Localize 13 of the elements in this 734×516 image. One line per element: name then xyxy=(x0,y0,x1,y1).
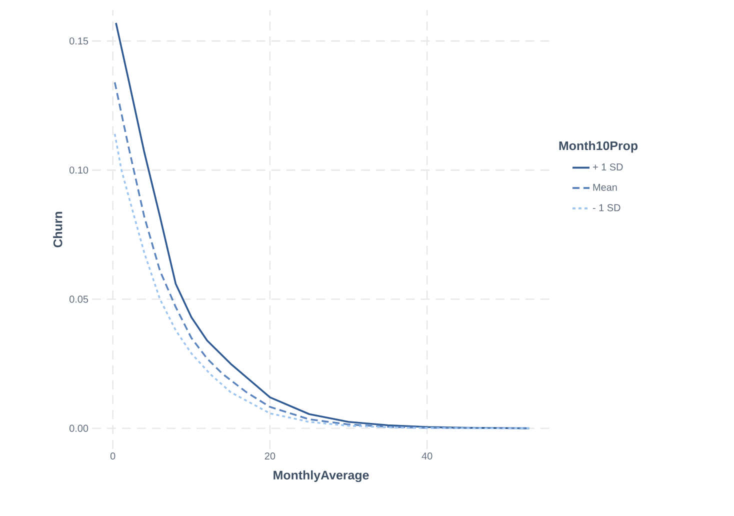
x-axis-title: MonthlyAverage xyxy=(274,470,369,482)
legend-title: Month10Prop xyxy=(559,140,638,153)
x-tick-label: 0 xyxy=(110,452,116,460)
x-tick-label: 20 xyxy=(264,452,276,460)
y-tick-label: 0.10 xyxy=(69,166,88,174)
y-tick-label: 0.05 xyxy=(69,296,88,303)
y-tick-label: 0.15 xyxy=(69,37,88,44)
x-tick-label: 40 xyxy=(422,452,432,460)
legend-label: - 1 SD xyxy=(592,204,620,212)
legend-label: + 1 SD xyxy=(592,163,623,171)
legend-label: Mean xyxy=(593,184,617,191)
y-axis-title: Churn xyxy=(53,212,62,248)
y-tick-label: 0.00 xyxy=(69,424,88,432)
